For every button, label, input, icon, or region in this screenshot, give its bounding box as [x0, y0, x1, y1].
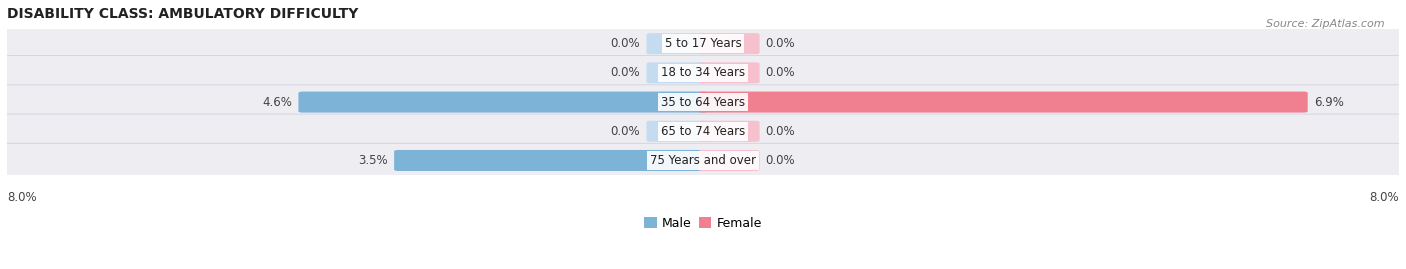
- FancyBboxPatch shape: [699, 33, 759, 54]
- Text: 0.0%: 0.0%: [610, 125, 640, 138]
- Text: 18 to 34 Years: 18 to 34 Years: [661, 66, 745, 79]
- Text: 0.0%: 0.0%: [610, 37, 640, 50]
- Text: 0.0%: 0.0%: [766, 154, 796, 167]
- Text: 8.0%: 8.0%: [7, 191, 37, 204]
- FancyBboxPatch shape: [0, 26, 1406, 61]
- Text: 8.0%: 8.0%: [1369, 191, 1399, 204]
- FancyBboxPatch shape: [0, 143, 1406, 178]
- Text: 35 to 64 Years: 35 to 64 Years: [661, 95, 745, 109]
- Text: 0.0%: 0.0%: [610, 66, 640, 79]
- Text: 75 Years and over: 75 Years and over: [650, 154, 756, 167]
- FancyBboxPatch shape: [394, 150, 707, 171]
- Text: 6.9%: 6.9%: [1313, 95, 1344, 109]
- Legend: Male, Female: Male, Female: [640, 211, 766, 235]
- FancyBboxPatch shape: [699, 150, 759, 171]
- FancyBboxPatch shape: [699, 121, 759, 142]
- Text: 3.5%: 3.5%: [359, 154, 388, 167]
- Text: 65 to 74 Years: 65 to 74 Years: [661, 125, 745, 138]
- FancyBboxPatch shape: [298, 91, 707, 113]
- Text: 0.0%: 0.0%: [766, 125, 796, 138]
- FancyBboxPatch shape: [647, 33, 707, 54]
- FancyBboxPatch shape: [0, 85, 1406, 119]
- FancyBboxPatch shape: [647, 62, 707, 83]
- FancyBboxPatch shape: [699, 62, 759, 83]
- Text: 5 to 17 Years: 5 to 17 Years: [665, 37, 741, 50]
- FancyBboxPatch shape: [699, 91, 1308, 113]
- Text: DISABILITY CLASS: AMBULATORY DIFFICULTY: DISABILITY CLASS: AMBULATORY DIFFICULTY: [7, 7, 359, 21]
- FancyBboxPatch shape: [0, 56, 1406, 90]
- Text: 4.6%: 4.6%: [263, 95, 292, 109]
- Text: 0.0%: 0.0%: [766, 37, 796, 50]
- Text: 0.0%: 0.0%: [766, 66, 796, 79]
- FancyBboxPatch shape: [0, 114, 1406, 148]
- FancyBboxPatch shape: [647, 121, 707, 142]
- Text: Source: ZipAtlas.com: Source: ZipAtlas.com: [1267, 19, 1385, 29]
